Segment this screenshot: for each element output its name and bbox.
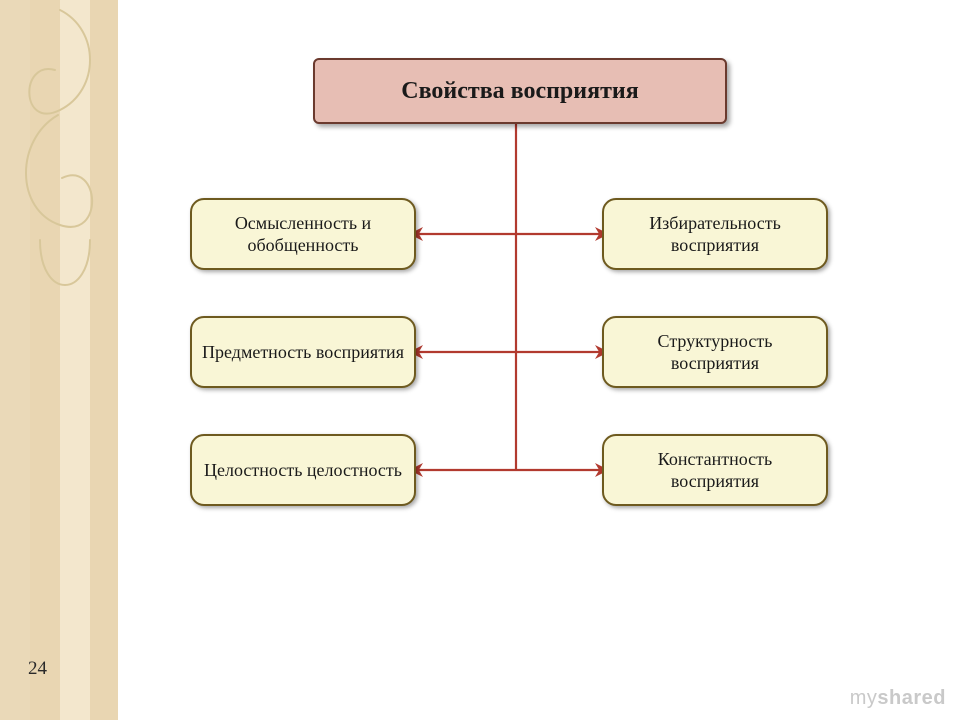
node-structure: Структурность восприятия [602,316,828,388]
node-label: Целостность целостность [204,459,402,482]
node-label: Предметность восприятия [202,341,404,364]
diagram-title-text: Свойства восприятия [401,78,638,105]
node-meaningfulness: Осмысленность и обобщенность [190,198,416,270]
sidebar-decoration [0,0,118,720]
page-number: 24 [28,658,47,680]
node-label: Осмысленность и обобщенность [202,212,404,257]
node-label: Структурность восприятия [614,330,816,375]
node-selectivity: Избирательность восприятия [602,198,828,270]
slide: Свойства восприятия Осмысленность и обоб… [0,0,960,720]
watermark-my: my [850,687,878,709]
watermark: myshared [850,687,946,710]
node-label: Константность восприятия [614,448,816,493]
node-integrity: Целостность целостность [190,434,416,506]
node-constancy: Константность восприятия [602,434,828,506]
node-objectivity: Предметность восприятия [190,316,416,388]
diagram-title: Свойства восприятия [313,58,727,124]
watermark-shared: shared [877,687,946,709]
node-label: Избирательность восприятия [614,212,816,257]
